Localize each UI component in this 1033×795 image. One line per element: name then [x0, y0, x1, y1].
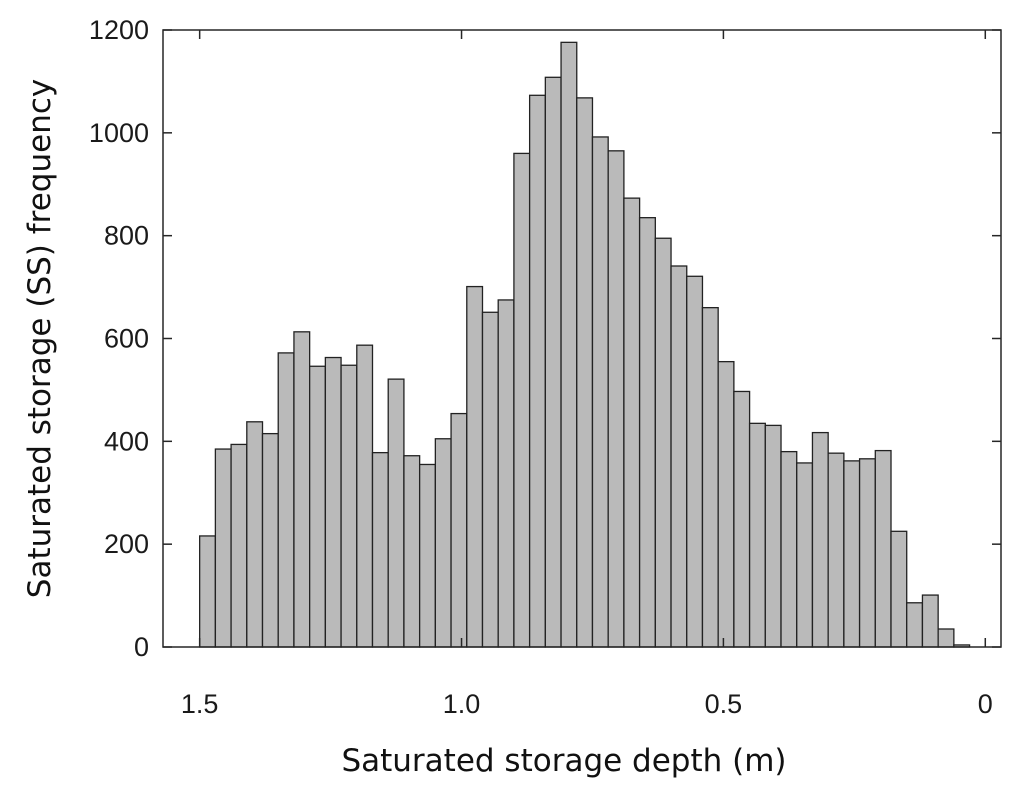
histogram-bar — [387, 378, 405, 648]
bar-series — [199, 41, 971, 648]
histogram-bar — [733, 390, 751, 648]
histogram-bar — [890, 530, 908, 648]
histogram-bar — [921, 594, 939, 648]
histogram-bar — [591, 136, 609, 648]
x-tick-label: 0 — [978, 689, 993, 719]
histogram-bar — [607, 150, 625, 648]
histogram-bar — [748, 422, 766, 648]
histogram-bar — [513, 152, 531, 648]
histogram-bar — [199, 535, 217, 648]
histogram-bar — [418, 463, 437, 648]
histogram-bar — [686, 275, 704, 648]
histogram-bar — [780, 450, 798, 648]
histogram-bar — [827, 452, 845, 648]
histogram-bar — [670, 265, 688, 648]
histogram-bar — [764, 424, 782, 648]
histogram-bar — [277, 352, 295, 648]
histogram-bar — [246, 421, 264, 648]
y-axis-title: Saturated storage (SS) frequency — [22, 79, 58, 598]
histogram-bar — [214, 448, 232, 648]
histogram-bar — [481, 311, 499, 648]
y-tick-label: 200 — [104, 529, 149, 559]
y-tick-label: 400 — [104, 426, 149, 456]
histogram-bar — [544, 76, 562, 648]
histogram-bar — [340, 364, 358, 648]
histogram-bar — [434, 438, 452, 648]
histogram-bar — [560, 41, 578, 648]
histogram-bar — [906, 602, 924, 648]
x-axis: 1.5 1.0 0.5 0 — [181, 30, 993, 719]
histogram-bar — [528, 94, 546, 648]
histogram-bar — [796, 462, 814, 648]
histogram-bar — [261, 432, 279, 648]
histogram-bar — [654, 237, 672, 648]
histogram-bar — [324, 356, 342, 648]
histogram-bar — [230, 443, 248, 648]
histogram-bar — [371, 451, 389, 648]
histogram-bar — [638, 217, 656, 648]
histogram-bar — [717, 360, 735, 648]
histogram-bar — [403, 455, 421, 648]
histogram-bar — [937, 628, 955, 648]
x-tick-label: 1.5 — [181, 689, 219, 719]
y-tick-label: 800 — [104, 221, 149, 251]
y-tick-label: 1200 — [89, 15, 149, 45]
x-tick-label: 0.5 — [705, 689, 743, 719]
histogram-bar — [843, 460, 861, 648]
histogram-bar — [293, 331, 311, 648]
y-axis: 0 200 400 600 800 1000 1200 — [89, 15, 1001, 662]
histogram-bar — [811, 431, 829, 648]
histogram-bar — [874, 449, 892, 648]
y-tick-label: 600 — [104, 324, 149, 354]
histogram-bar — [466, 285, 484, 648]
y-tick-label: 1000 — [89, 118, 149, 148]
histogram-bar — [450, 412, 468, 648]
x-axis-title: Saturated storage depth (m) — [341, 743, 786, 779]
histogram-bar — [858, 458, 876, 648]
x-tick-label: 1.0 — [443, 689, 481, 719]
histogram-bar — [356, 344, 374, 648]
histogram-bar — [623, 197, 641, 648]
histogram-bar — [576, 97, 594, 648]
histogram-bar — [497, 299, 515, 648]
y-tick-label: 0 — [134, 632, 149, 662]
histogram-bar — [701, 306, 719, 648]
histogram-bar — [308, 365, 327, 648]
